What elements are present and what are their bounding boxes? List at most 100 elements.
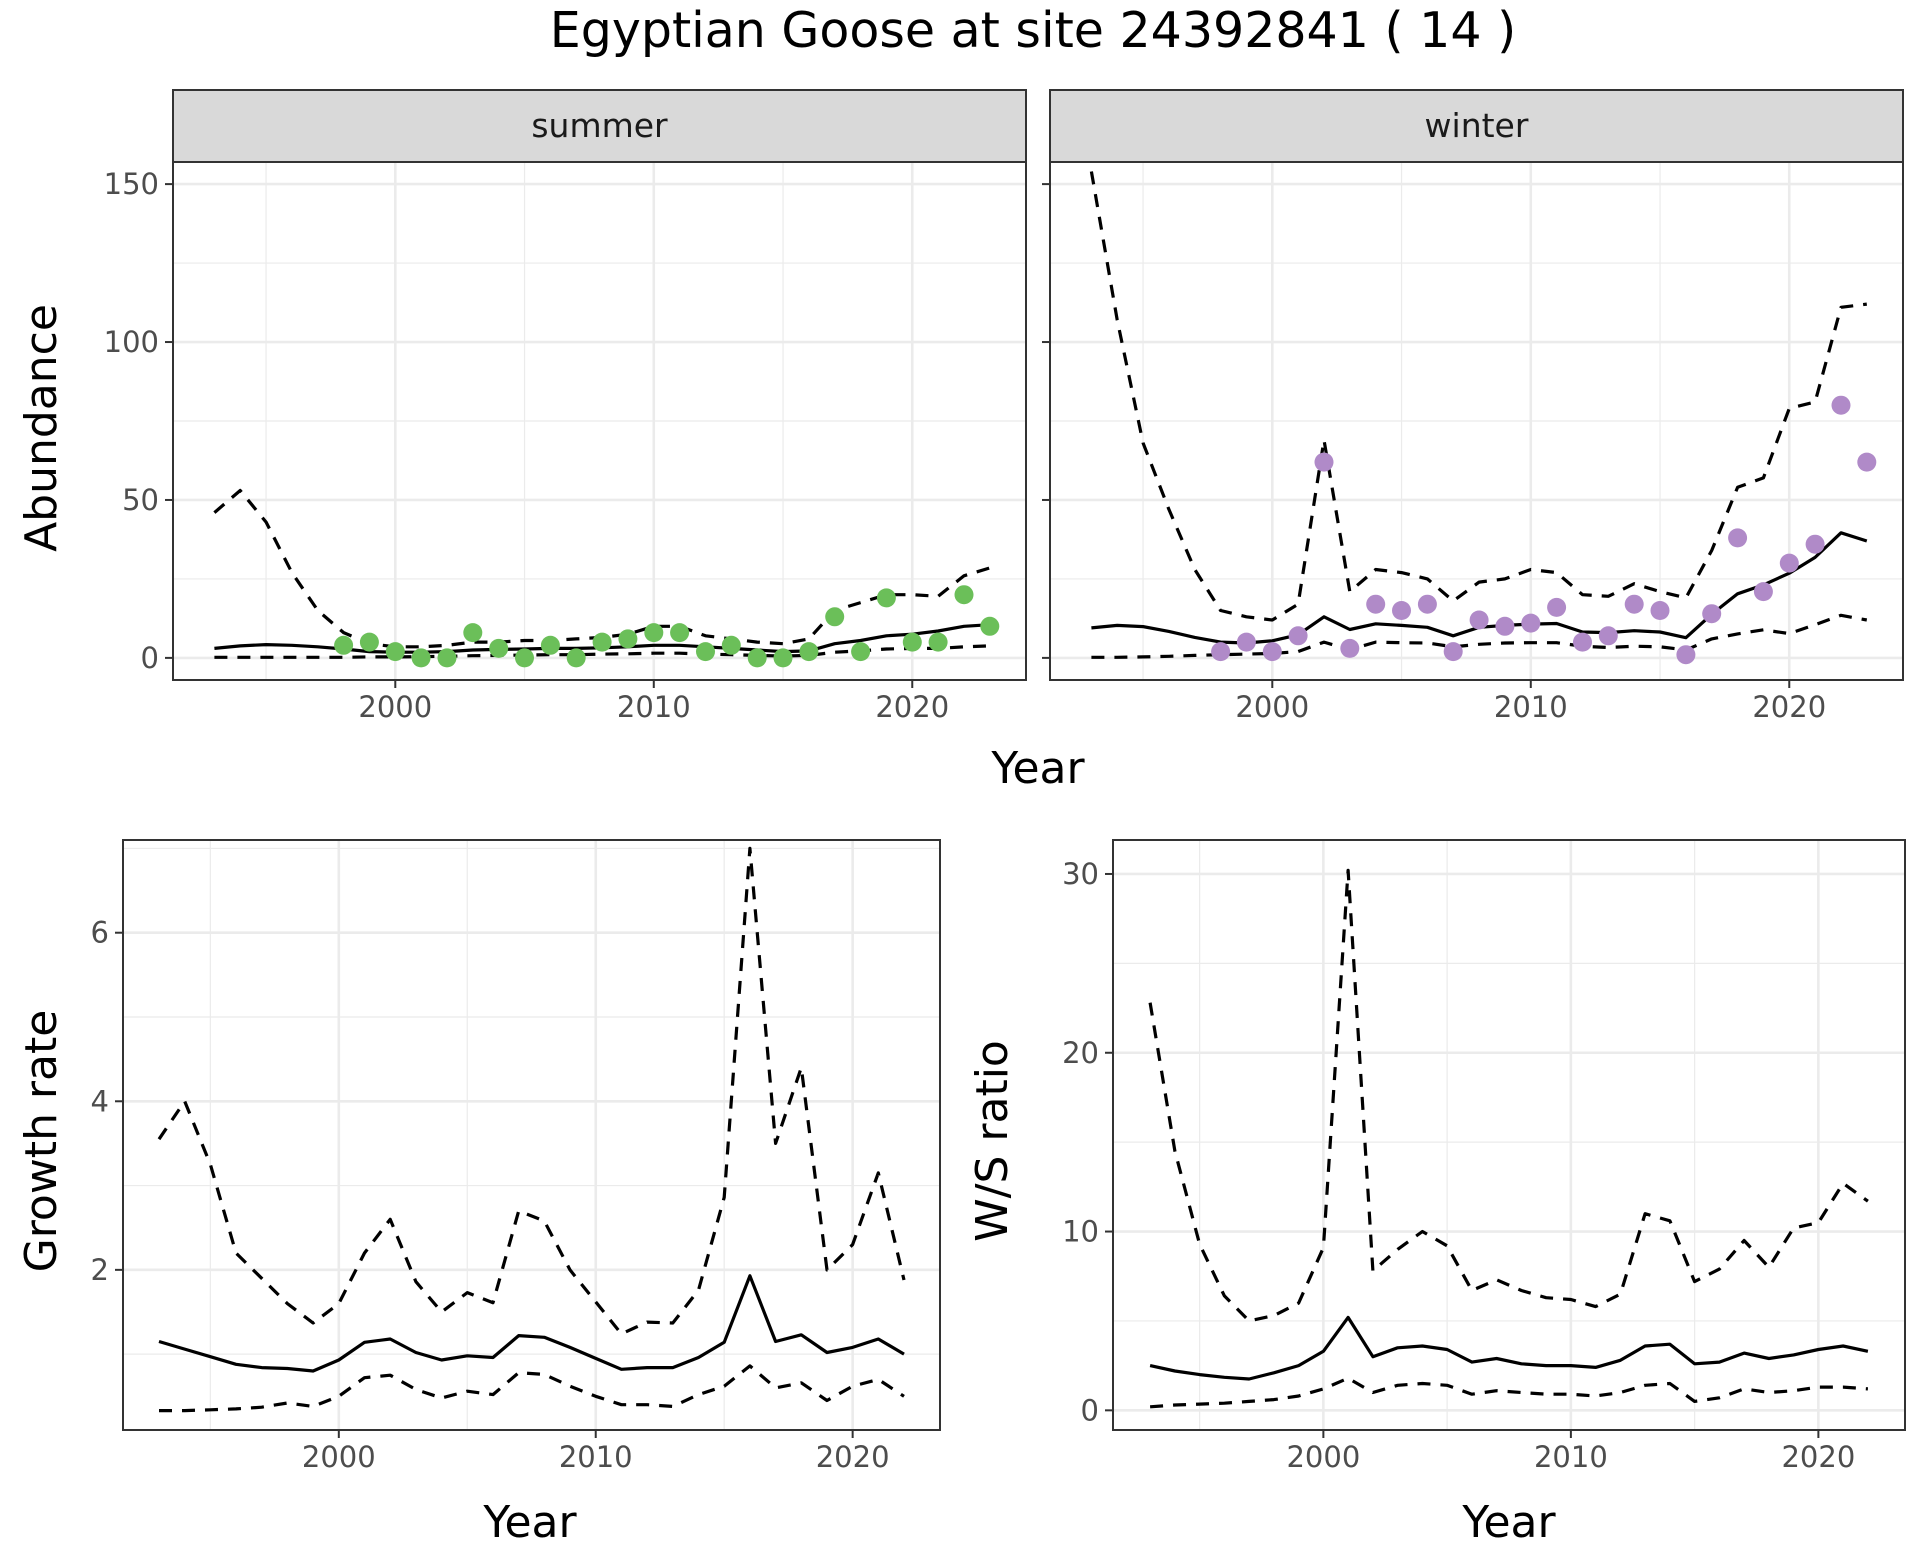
winter-observed-point xyxy=(1598,626,1618,646)
ws-y-axis-title: W/S ratio xyxy=(967,1040,1018,1242)
winter-upper-line xyxy=(1089,171,1867,622)
main-title: Egyptian Goose at site 24392841 ( 14 ) xyxy=(550,2,1516,59)
winter-observed-point xyxy=(1366,594,1386,614)
ws-plot-background xyxy=(1113,840,1905,1430)
winter-observed-point xyxy=(1392,601,1411,620)
abundance-x-axis-title: Year xyxy=(990,743,1085,794)
winter-panel-border xyxy=(1049,161,1904,681)
winter-observed-point xyxy=(1624,594,1644,614)
summer-x-tick-label: 2010 xyxy=(617,690,691,724)
ws-y-tick-label: 10 xyxy=(1062,1215,1099,1249)
growth-y-axis-title: Growth rate xyxy=(16,1010,67,1273)
winter-observed-point xyxy=(1573,632,1592,652)
summer-observed-point xyxy=(721,635,741,655)
winter-observed-point xyxy=(1340,638,1360,658)
ws-x-axis-title: Year xyxy=(1461,1497,1556,1548)
ws-x-tick-label: 2000 xyxy=(1286,1440,1360,1474)
growth-x-axis-title: Year xyxy=(482,1497,577,1548)
summer-x-tick-label: 2000 xyxy=(358,690,432,724)
winter-lower-line xyxy=(1091,613,1868,659)
strip-summer: summer xyxy=(172,89,1027,163)
summer-x-tick-label: 2020 xyxy=(875,690,949,724)
summer-observed-point xyxy=(773,648,793,668)
winter-x-tick-label: 2020 xyxy=(1752,690,1826,724)
growth-y-tick-label: 2 xyxy=(91,1253,109,1287)
winter-observed-point xyxy=(1650,601,1670,620)
summer-y-tick-label: 50 xyxy=(122,483,159,517)
winter-x-tick-label: 2010 xyxy=(1494,690,1568,724)
winter-observed-point xyxy=(1314,452,1334,472)
summer-observed-point xyxy=(437,648,457,668)
ws-lower-line xyxy=(1149,1376,1869,1409)
summer-y-tick-label: 150 xyxy=(104,167,159,201)
winter-observed-point xyxy=(1443,642,1463,662)
summer-observed-point xyxy=(334,635,354,655)
strip-winter: winter xyxy=(1049,89,1904,163)
growth-x-tick-label: 2010 xyxy=(559,1440,633,1474)
winter-observed-point xyxy=(1702,604,1722,624)
growth-panel-border xyxy=(122,839,941,1431)
summer-observed-point xyxy=(876,588,896,608)
summer-observed-point xyxy=(618,629,638,649)
summer-observed-point xyxy=(359,632,379,652)
panel-winter-abundance: 2000 2010 2020 xyxy=(1042,161,1904,724)
ws-y-tick-label: 0 xyxy=(1081,1393,1099,1427)
summer-observed-point xyxy=(954,585,974,605)
growth-upper-line xyxy=(157,846,906,1336)
winter-observed-point xyxy=(1676,645,1696,665)
summer-observed-point xyxy=(670,623,690,643)
summer-observed-point xyxy=(411,648,431,668)
winter-observed-point xyxy=(1857,452,1877,472)
summer-observed-point xyxy=(902,632,922,652)
ws-upper-line xyxy=(1148,868,1869,1323)
growth-plot-background xyxy=(123,840,940,1430)
winter-observed-point xyxy=(1805,534,1825,554)
winter-observed-point xyxy=(1753,582,1773,602)
ws-y-tick-label: 30 xyxy=(1062,857,1099,891)
summer-y-tick-label: 0 xyxy=(141,641,159,675)
summer-observed-point xyxy=(540,635,560,655)
abundance-y-axis-title: Abundance xyxy=(16,304,67,552)
winter-observed-point xyxy=(1495,616,1515,636)
ws-x-tick-label: 2020 xyxy=(1781,1440,1855,1474)
strip-label-summer: summer xyxy=(531,106,668,145)
summer-observed-point xyxy=(799,642,819,662)
strip-label-winter: winter xyxy=(1425,106,1529,145)
winter-x-tick-label: 2000 xyxy=(1235,690,1309,724)
summer-panel-border xyxy=(172,161,1027,681)
summer-observed-point xyxy=(851,642,871,662)
ws-y-tick-label: 20 xyxy=(1062,1036,1099,1070)
winter-observed-point xyxy=(1211,642,1231,662)
summer-observed-point xyxy=(515,648,534,668)
winter-observed-point xyxy=(1521,613,1541,633)
winter-observed-point xyxy=(1547,597,1567,617)
growth-y-tick-label: 4 xyxy=(91,1084,109,1118)
panel-growth-rate: 2000 2010 2020 2 4 6 xyxy=(91,839,941,1474)
growth-x-tick-label: 2000 xyxy=(302,1440,376,1474)
summer-observed-point xyxy=(592,632,612,652)
winter-observed-point xyxy=(1288,626,1308,646)
growth-y-tick-label: 6 xyxy=(91,916,109,950)
summer-observed-point xyxy=(566,648,586,668)
winter-observed-point xyxy=(1236,632,1256,652)
winter-observed-point xyxy=(1728,528,1748,548)
growth-x-tick-label: 2020 xyxy=(816,1440,890,1474)
summer-observed-point xyxy=(696,642,715,662)
summer-observed-point xyxy=(644,623,664,643)
winter-observed-point xyxy=(1779,553,1799,573)
summer-observed-point xyxy=(463,623,483,643)
winter-observed-point xyxy=(1831,395,1851,415)
ws-estimate-line xyxy=(1149,1315,1869,1381)
ws-x-tick-label: 2010 xyxy=(1534,1440,1608,1474)
ws-panel-border xyxy=(1112,839,1906,1431)
panel-ws-ratio: 2000 2010 2020 0 10 20 30 xyxy=(1062,839,1906,1474)
winter-observed-point xyxy=(1469,610,1489,630)
summer-observed-point xyxy=(980,616,1000,636)
summer-observed-point xyxy=(385,642,405,662)
summer-observed-point xyxy=(928,632,948,652)
growth-estimate-line xyxy=(158,1274,905,1373)
summer-observed-point xyxy=(825,607,845,627)
summer-observed-point xyxy=(747,648,767,668)
summer-y-tick-label: 100 xyxy=(104,325,159,359)
